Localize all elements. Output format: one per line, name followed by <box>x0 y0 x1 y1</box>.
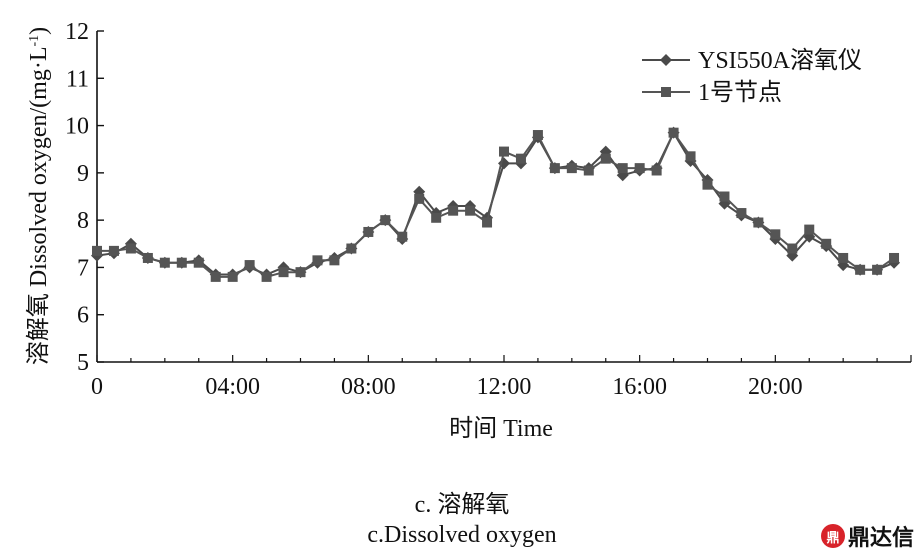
chart-legend: YSI550A溶氧仪 1号节点 <box>642 47 862 106</box>
x-tick-label: 0 <box>91 374 103 400</box>
y-tick-label: 10 <box>65 114 89 140</box>
data-point-square <box>770 229 781 240</box>
x-tick-label: 08:00 <box>341 374 396 400</box>
y-tick-label: 12 <box>65 19 89 45</box>
data-point-square <box>346 243 357 254</box>
data-point-square <box>753 217 764 228</box>
data-point-square <box>397 231 408 242</box>
chart-ticks: 5 6 7 8 9 10 11 12 0 04:00 08:00 12:00 16:00 20:00 <box>65 19 912 400</box>
series-line <box>97 130 895 278</box>
chart-series <box>91 126 901 282</box>
y-tick-label: 6 <box>77 303 89 329</box>
chart-axes <box>96 31 911 363</box>
data-point-square <box>787 243 798 254</box>
data-point-square <box>566 163 577 174</box>
data-point-square <box>736 208 747 219</box>
data-point-square <box>634 163 645 174</box>
figure-caption-chinese: c. 溶解氧 <box>414 492 510 518</box>
watermark-logo: 鼎 鼎达信 <box>820 520 914 552</box>
data-point-square <box>312 255 323 266</box>
legend-label: 1号节点 <box>698 79 782 106</box>
data-point-square <box>193 257 204 268</box>
y-tick-label: 11 <box>66 66 89 92</box>
figure-caption-english: c.Dissolved oxygen <box>367 522 557 548</box>
data-point-square <box>804 224 815 235</box>
data-point-square <box>261 271 272 282</box>
data-point-square <box>651 165 662 176</box>
data-point-square <box>363 226 374 237</box>
data-point-square <box>872 264 883 275</box>
data-point-square <box>414 193 425 204</box>
data-point-square <box>549 163 560 174</box>
data-point-square <box>617 163 628 174</box>
data-point-square <box>821 238 832 249</box>
data-point-square <box>176 257 187 268</box>
data-point-square <box>499 146 509 157</box>
series-1 <box>91 126 901 281</box>
x-tick-label: 20:00 <box>748 374 803 400</box>
data-point-square <box>431 212 442 223</box>
data-point-square <box>668 127 679 138</box>
data-point-square <box>159 257 170 268</box>
data-point-square <box>92 245 102 256</box>
data-point-square <box>278 267 289 278</box>
x-tick-label: 12:00 <box>477 374 532 400</box>
data-point-square <box>142 252 153 263</box>
y-axis-label: 溶解氧 Dissolved oxygen/(mg·L-1) <box>25 27 52 365</box>
data-point-square <box>244 260 255 271</box>
data-point-square <box>855 264 866 275</box>
x-tick-label: 16:00 <box>612 374 667 400</box>
data-point-square <box>295 267 306 278</box>
x-tick-label: 04:00 <box>205 374 260 400</box>
data-point-square <box>380 215 391 226</box>
data-point-square <box>448 205 459 216</box>
y-tick-label: 8 <box>77 208 89 234</box>
data-point-square <box>465 205 476 216</box>
watermark-text: 鼎达信 <box>847 526 914 551</box>
data-point-square <box>210 271 221 282</box>
legend-marker <box>660 54 672 66</box>
line-chart: 5 6 7 8 9 10 11 12 0 04:00 08:00 12:00 16:00 20:00 YS… <box>25 19 912 442</box>
data-point-square <box>515 153 526 164</box>
data-point-square <box>583 165 594 176</box>
data-point-square <box>108 245 119 256</box>
data-point-square <box>227 271 238 282</box>
data-point-square <box>889 252 900 263</box>
data-point-square <box>329 255 340 266</box>
watermark-icon: 鼎 <box>820 524 845 548</box>
legend-label: YSI550A溶氧仪 <box>698 47 862 74</box>
data-point-square <box>482 217 493 228</box>
y-tick-label: 5 <box>77 350 89 376</box>
data-point-square <box>685 151 696 162</box>
legend-marker <box>661 87 671 97</box>
y-tick-label: 9 <box>77 161 89 187</box>
data-point-square <box>532 130 543 141</box>
data-point-square <box>838 252 849 263</box>
series-2 <box>92 127 900 282</box>
series-line <box>96 130 895 276</box>
data-point-square <box>702 179 713 190</box>
y-tick-label: 7 <box>77 255 89 281</box>
data-point-square <box>600 153 611 164</box>
data-point-square <box>719 191 730 202</box>
data-point-square <box>125 243 136 254</box>
x-axis-label: 时间 Time <box>449 415 553 442</box>
